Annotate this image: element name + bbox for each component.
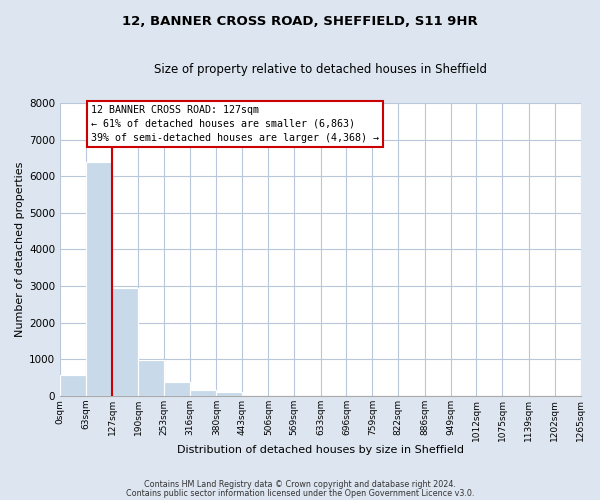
Text: Contains HM Land Registry data © Crown copyright and database right 2024.: Contains HM Land Registry data © Crown c… — [144, 480, 456, 489]
Text: Contains public sector information licensed under the Open Government Licence v3: Contains public sector information licen… — [126, 488, 474, 498]
Bar — [139, 360, 164, 396]
Bar — [60, 376, 86, 396]
Bar — [86, 162, 112, 396]
Text: 12 BANNER CROSS ROAD: 127sqm
← 61% of detached houses are smaller (6,863)
39% of: 12 BANNER CROSS ROAD: 127sqm ← 61% of de… — [91, 105, 379, 143]
X-axis label: Distribution of detached houses by size in Sheffield: Distribution of detached houses by size … — [177, 445, 464, 455]
Bar — [112, 288, 139, 396]
Text: 12, BANNER CROSS ROAD, SHEFFIELD, S11 9HR: 12, BANNER CROSS ROAD, SHEFFIELD, S11 9H… — [122, 15, 478, 28]
Title: Size of property relative to detached houses in Sheffield: Size of property relative to detached ho… — [154, 62, 487, 76]
Bar — [190, 390, 217, 396]
Y-axis label: Number of detached properties: Number of detached properties — [15, 162, 25, 337]
Bar — [164, 382, 190, 396]
Bar — [217, 392, 242, 396]
